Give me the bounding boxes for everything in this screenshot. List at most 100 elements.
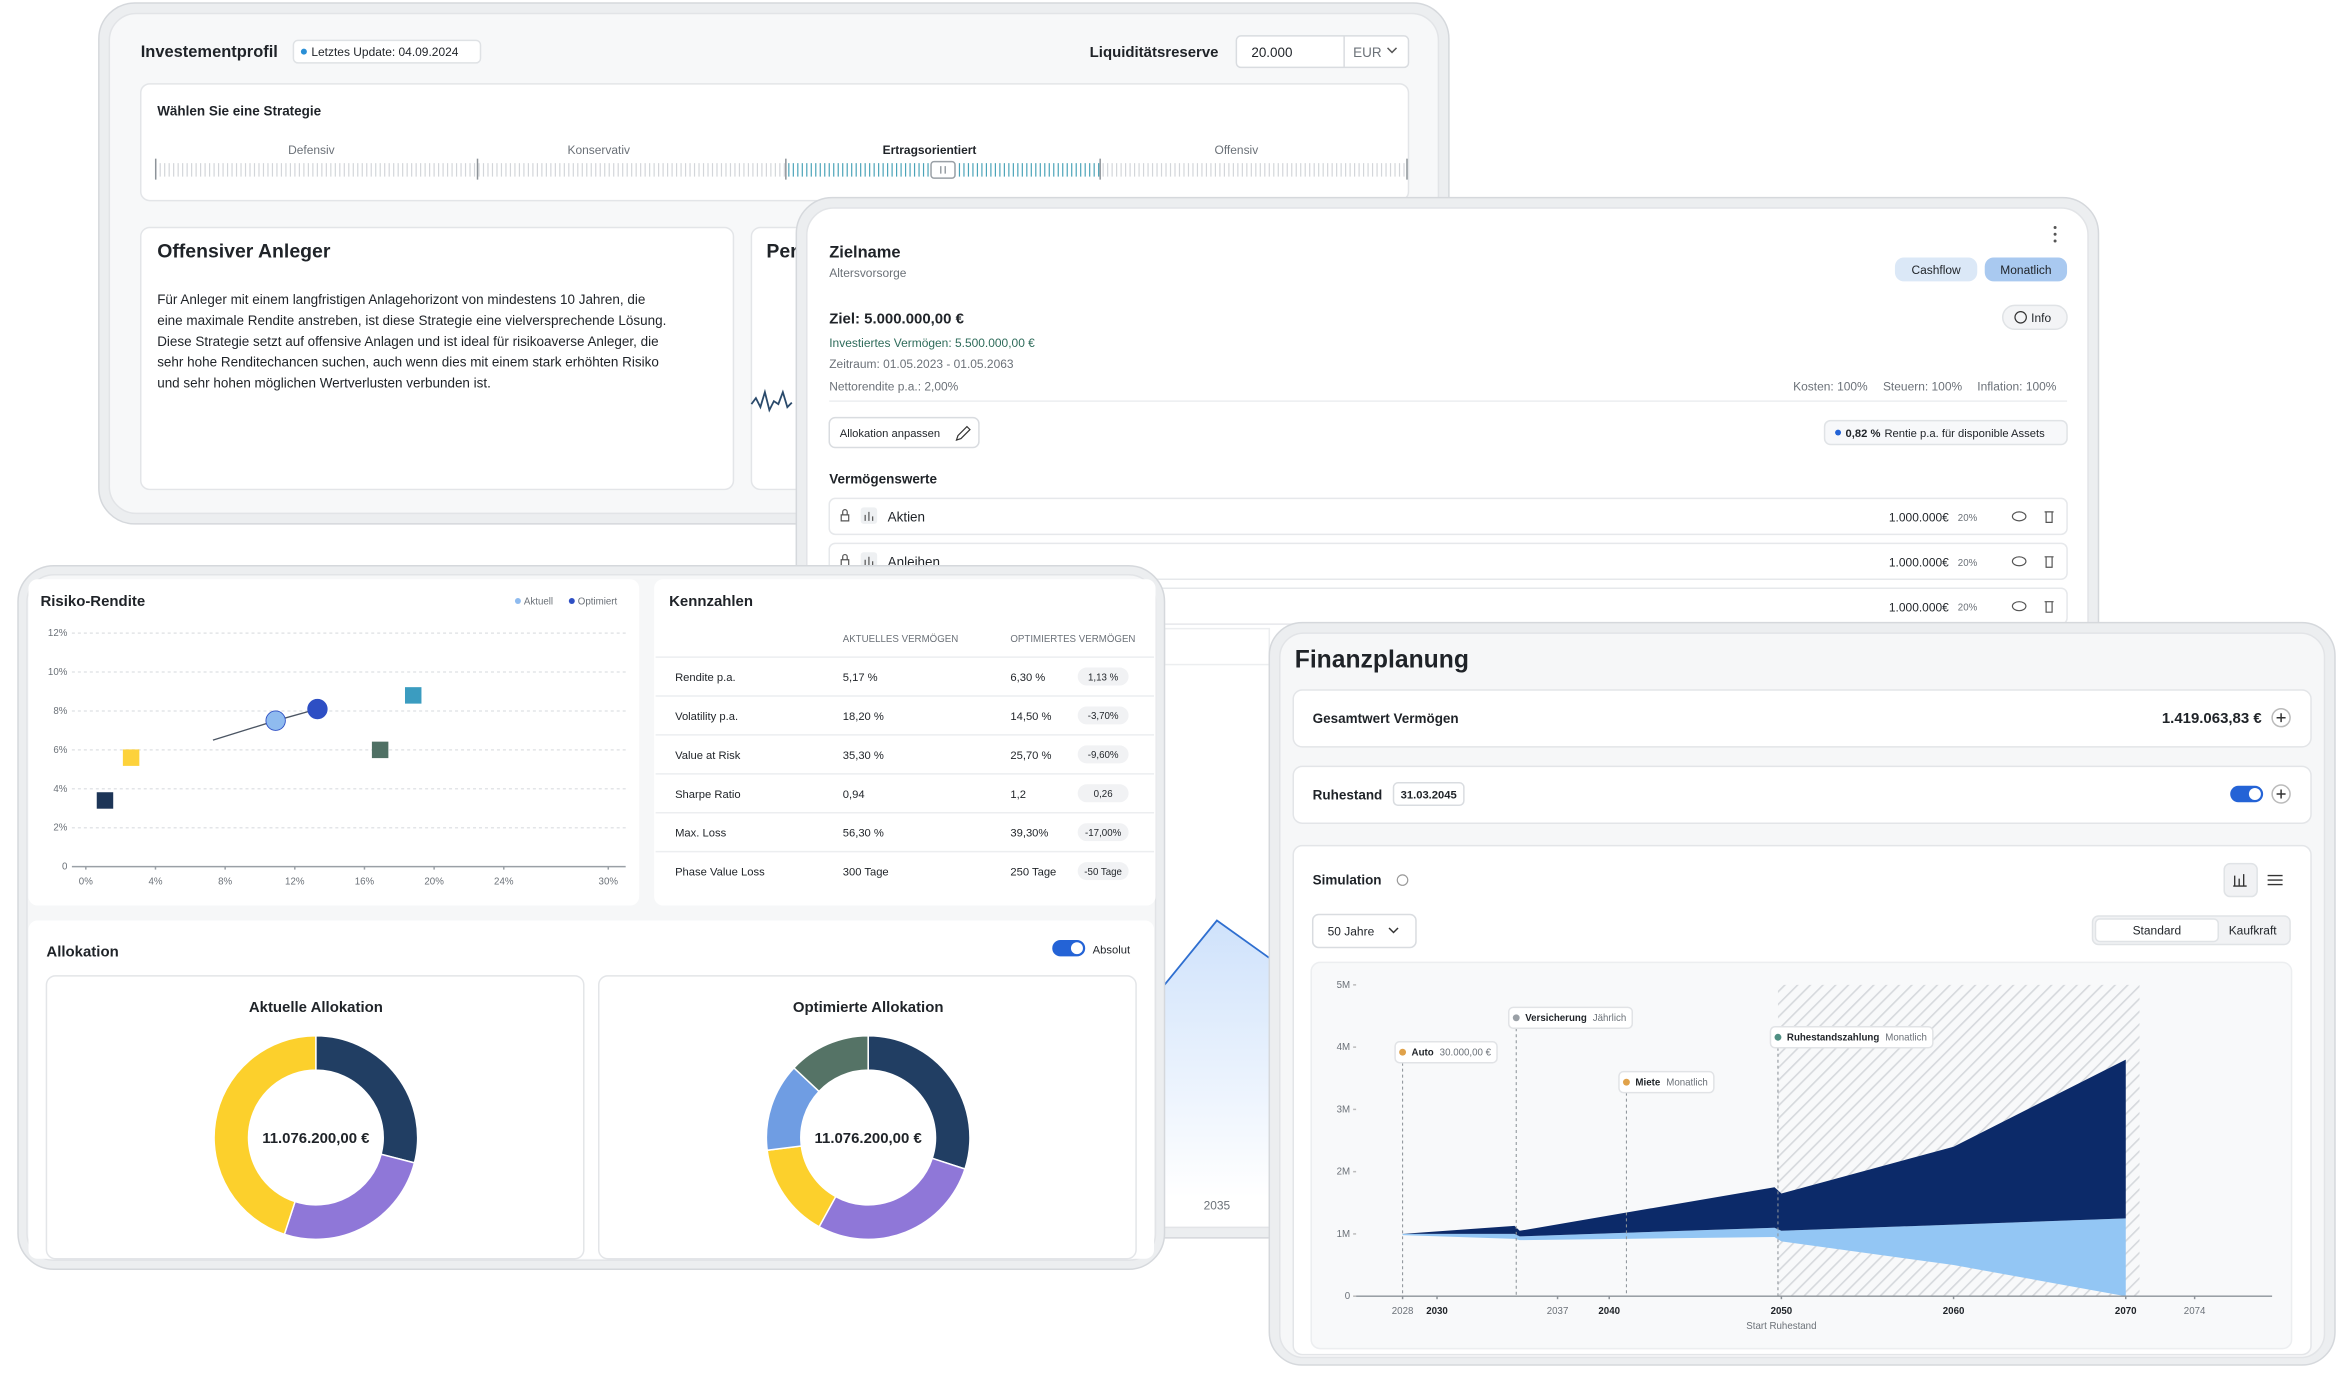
x-tick-label: 2060 <box>1943 1306 1965 1317</box>
asset-share: 20% <box>1958 558 1978 569</box>
x-tick-label: 24% <box>494 877 514 888</box>
chart-view-button[interactable] <box>2223 862 2258 898</box>
cashflow-tab[interactable] <box>1894 257 1978 282</box>
icon-part <box>2053 226 2057 230</box>
monthly-tab[interactable] <box>1984 257 2068 282</box>
asset-point <box>96 792 114 809</box>
liquidity-input[interactable] <box>1235 35 1410 69</box>
strategy-option[interactable]: Ertragsorientiert <box>883 143 977 157</box>
slider-thumb[interactable] <box>930 160 956 179</box>
event-detail: 30.000,00 € <box>1440 1048 1492 1059</box>
x-tick-label: 2074 <box>2184 1306 2206 1317</box>
total-card <box>1292 689 2312 748</box>
event-label-box[interactable] <box>1394 1040 1498 1064</box>
tab-label[interactable]: Cashflow <box>1911 263 1961 277</box>
portfolio-point <box>307 698 328 720</box>
adjust-allocation-button[interactable] <box>828 416 980 449</box>
assumption: Steuern: 100% <box>1883 380 1963 394</box>
risk-return-chart: Risiko-Rendite 0 2% 4% 6% 8% 10% 12% 0% 4% 8% 12% 16… <box>40 593 626 888</box>
x-tick-label: 2028 <box>1392 1306 1414 1317</box>
delete-icon[interactable] <box>2044 556 2054 568</box>
x-tick-label: 2070 <box>2115 1306 2137 1317</box>
asset-row <box>828 497 2068 536</box>
date-badge <box>1392 782 1465 807</box>
period: Zeitraum: 01.05.2023 - 01.05.2063 <box>829 357 1014 371</box>
assumption: Kosten: 100% <box>1793 380 1868 394</box>
row-label: Phase Value Loss <box>675 867 765 879</box>
portfolio-point <box>265 710 286 731</box>
total-label: Gesamtwert Vermögen <box>1313 711 1459 726</box>
current-value: 56,30 % <box>843 828 884 840</box>
strategy-option[interactable]: Konservativ <box>567 143 630 157</box>
y-tick-label: 10% <box>48 667 68 678</box>
x-tick-label: 20% <box>424 877 444 888</box>
mode-option[interactable]: Standard <box>2133 924 2182 938</box>
lock-icon <box>840 509 850 522</box>
row-label: Value at Risk <box>675 750 741 762</box>
add-button[interactable] <box>2271 784 2291 804</box>
delete-icon[interactable] <box>2044 601 2054 613</box>
y-tick-label: 8% <box>53 706 67 717</box>
goal-target: Ziel: 5.000.000,00 € <box>829 310 964 327</box>
donut-segment <box>792 1035 869 1093</box>
optimized-value: 1,2 <box>1010 789 1026 801</box>
simulation-label: Simulation <box>1313 873 1382 888</box>
add-button[interactable] <box>2271 707 2291 728</box>
visibility-icon[interactable] <box>2011 556 2027 567</box>
donut-card <box>597 975 1137 1260</box>
asset-share: 20% <box>1958 603 1978 614</box>
liquidity-value[interactable]: 20.000 <box>1251 45 1292 60</box>
event-label: Ruhestandszahlung <box>1787 1033 1879 1044</box>
allocation-title: Allokation <box>46 943 118 960</box>
strategy-option[interactable]: Defensiv <box>288 143 335 157</box>
horizon-label[interactable]: 50 Jahre <box>1328 924 1375 938</box>
info-icon[interactable] <box>1396 874 1409 886</box>
event-label-box[interactable] <box>1618 1070 1715 1094</box>
asset-point <box>122 749 140 766</box>
x-annotation: Start Ruhestand <box>1746 1321 1816 1332</box>
strategy-slider[interactable]: Defensiv Konservativ Ertragsorientiert Offe… <box>154 143 1408 180</box>
update-text: Letztes Update: 04.09.2024 <box>311 45 458 59</box>
area-band <box>1402 1218 2126 1297</box>
y-tick-label: 6% <box>53 745 67 756</box>
donut-center-label: 11.076.200,00 € <box>262 1130 370 1147</box>
currency-select[interactable]: EUR <box>1353 45 1382 60</box>
x-tick-label: 2050 <box>1771 1306 1793 1317</box>
event-dot <box>1622 1078 1630 1086</box>
visibility-icon[interactable] <box>2011 601 2027 612</box>
current-value: 300 Tage <box>843 867 889 879</box>
optimized-value: 25,70 % <box>1010 750 1051 762</box>
asset-point <box>404 687 422 704</box>
risk-panel: Risiko-Rendite 0 2% 4% 6% 8% 10% 12% 0% 4% 8% 12% 16… <box>17 565 1166 1270</box>
row-label: Rendite p.a. <box>675 672 736 684</box>
chart-title: Risiko-Rendite <box>40 593 145 610</box>
y-tick-label: 4M <box>1337 1042 1351 1053</box>
tab-label[interactable]: Monatlich <box>2000 263 2051 277</box>
retirement-label: Ruhestand <box>1313 787 1383 802</box>
update-badge <box>292 39 482 64</box>
x-tick-label: 16% <box>355 877 375 888</box>
retirement-card <box>1292 765 2312 824</box>
y-tick-label: 5M <box>1337 980 1351 991</box>
strategy-option[interactable]: Offensiv <box>1215 143 1259 157</box>
visibility-icon[interactable] <box>2011 511 2027 522</box>
button-label[interactable]: Allokation anpassen <box>840 428 940 440</box>
kebab-menu[interactable] <box>2053 226 2057 243</box>
event-label-box[interactable] <box>1508 1006 1634 1030</box>
event-label-box[interactable] <box>1769 1026 1934 1049</box>
yield-text: Rentie p.a. für disponible Assets <box>1884 428 2045 440</box>
profile-text: Für Anleger mit einem langfristigen Anla… <box>157 292 666 391</box>
icon-part <box>2276 713 2286 723</box>
donut-segment <box>315 1035 419 1164</box>
background-line <box>1163 919 1270 986</box>
horizon-dropdown[interactable] <box>1311 913 1417 949</box>
delete-icon[interactable] <box>2044 511 2054 523</box>
donut-card <box>45 975 585 1260</box>
mode-selected[interactable] <box>2094 918 2219 943</box>
info-label[interactable]: Info <box>2031 311 2051 325</box>
y-tick-label: 1M <box>1337 1229 1351 1240</box>
event-label: Versicherung <box>1525 1013 1587 1024</box>
mode-option[interactable]: Kaufkraft <box>2229 924 2278 938</box>
event-detail: Jährlich <box>1593 1013 1627 1024</box>
